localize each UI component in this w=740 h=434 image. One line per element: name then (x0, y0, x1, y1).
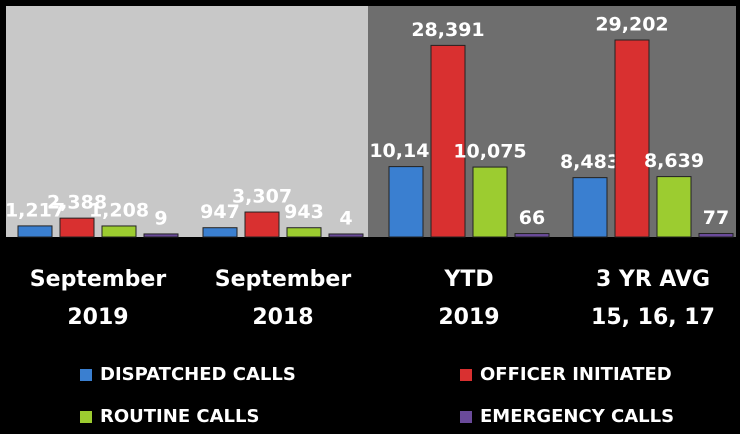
category-label: 15, 16, 17 (591, 305, 715, 330)
category-label: 3 YR AVG (596, 267, 710, 292)
legend-swatch (80, 369, 92, 381)
bar (286, 227, 322, 238)
value-label: 943 (284, 201, 324, 223)
value-label: 8,483 (560, 151, 620, 173)
bar (430, 44, 466, 238)
value-label: 10,143 (369, 140, 442, 162)
bar (514, 233, 550, 238)
value-label: 947 (200, 201, 240, 223)
bar (143, 233, 179, 238)
bar (328, 233, 364, 238)
bar (244, 211, 280, 238)
value-label: 4 (339, 207, 352, 229)
panel-light (6, 6, 368, 237)
legend-label: EMERGENCY CALLS (480, 406, 674, 427)
category-label: 2018 (252, 305, 313, 330)
bar (101, 225, 137, 238)
bar (656, 176, 692, 238)
bar (202, 227, 238, 238)
value-label: 10,075 (453, 141, 526, 163)
category-label: 2019 (67, 305, 128, 330)
value-label: 3,307 (232, 186, 292, 208)
legend-swatch (460, 369, 472, 381)
bar (698, 232, 734, 238)
bar (59, 217, 95, 238)
value-label: 66 (519, 207, 545, 229)
value-label: 1,217 (5, 199, 65, 221)
bar (388, 166, 424, 238)
value-label: 29,202 (595, 14, 668, 36)
bar (17, 225, 53, 238)
value-label: 1,208 (89, 199, 149, 221)
value-label: 8,639 (644, 150, 704, 172)
value-label: 2,388 (47, 192, 107, 214)
category-label: September (30, 267, 167, 292)
category-label: YTD (443, 267, 493, 292)
value-label: 9 (154, 207, 167, 229)
bar (472, 166, 508, 238)
legend-label: ROUTINE CALLS (100, 406, 259, 427)
value-label: 28,391 (411, 19, 484, 41)
category-label: September (215, 267, 352, 292)
legend-swatch (460, 411, 472, 423)
bar (614, 39, 650, 238)
legend-label: OFFICER INITIATED (480, 364, 672, 385)
bar (572, 177, 608, 238)
legend-swatch (80, 411, 92, 423)
value-label: 77 (703, 207, 729, 229)
legend-label: DISPATCHED CALLS (100, 364, 296, 385)
category-label: 2019 (438, 305, 499, 330)
